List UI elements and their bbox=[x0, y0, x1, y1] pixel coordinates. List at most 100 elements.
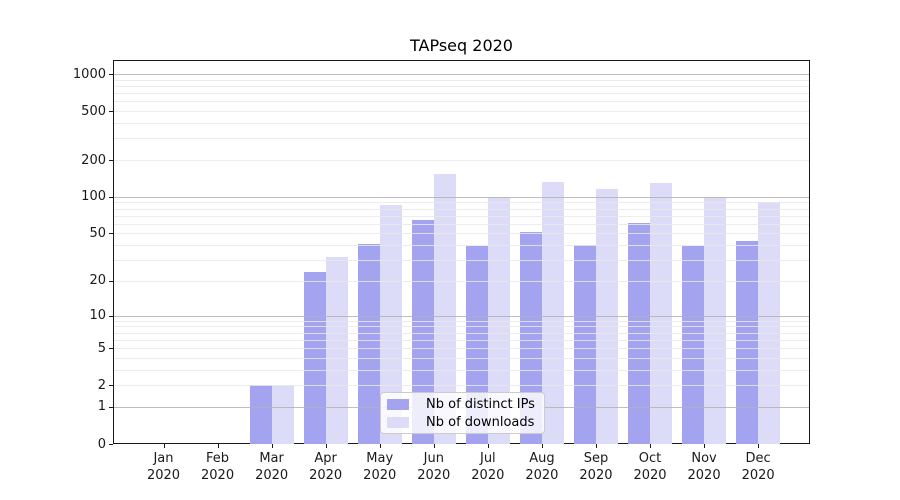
x-tick-label-line: 2020 bbox=[201, 468, 235, 483]
plot-area bbox=[113, 60, 810, 444]
bar-ips-may-2020 bbox=[357, 243, 380, 444]
minor-gridline bbox=[114, 369, 809, 371]
y-tick-label: 50 bbox=[89, 225, 106, 241]
x-tick-label: Jun 2020 bbox=[407, 450, 461, 484]
x-tick-label: Feb 2020 bbox=[191, 450, 245, 484]
x-tick-label-line: 2020 bbox=[417, 468, 451, 483]
x-tick-label-line: 2020 bbox=[255, 468, 289, 483]
legend-swatch-ips bbox=[387, 398, 409, 410]
x-tick-label: Sep 2020 bbox=[569, 450, 623, 484]
x-tick-label: Aug 2020 bbox=[515, 450, 569, 484]
bar-downloads-dec-2020 bbox=[758, 202, 781, 444]
bars-layer bbox=[114, 61, 809, 444]
x-tick-label-line: Jun bbox=[423, 451, 444, 466]
minor-gridline bbox=[114, 339, 809, 341]
minor-gridline bbox=[114, 111, 809, 113]
bar-ips-aug-2020 bbox=[519, 232, 542, 444]
minor-gridline bbox=[114, 357, 809, 359]
x-tick-label-line: Sep bbox=[583, 451, 609, 466]
y-tick-mark bbox=[109, 444, 113, 445]
bar-ips-sep-2020 bbox=[573, 245, 596, 444]
bar-downloads-apr-2020 bbox=[325, 256, 348, 444]
y-tick-label: 5 bbox=[97, 340, 106, 356]
bar-downloads-aug-2020 bbox=[541, 181, 564, 444]
bar-ips-apr-2020 bbox=[303, 271, 326, 444]
x-tick-label-line: Jan bbox=[153, 451, 174, 466]
x-tick-label: Mar 2020 bbox=[245, 450, 299, 484]
legend-item-downloads: Nb of downloads bbox=[387, 415, 544, 430]
y-tick-label: 1000 bbox=[72, 66, 106, 82]
bar-ips-nov-2020 bbox=[682, 246, 705, 444]
y-tick-label: 1 bbox=[97, 399, 106, 415]
y-tick-label: 100 bbox=[81, 189, 106, 205]
x-tick-mark bbox=[704, 444, 706, 448]
x-tick-label-line: 2020 bbox=[741, 468, 775, 483]
x-tick-label: May 2020 bbox=[353, 450, 407, 484]
x-tick-mark bbox=[541, 444, 543, 448]
minor-gridline bbox=[114, 85, 809, 87]
x-tick-label: Apr 2020 bbox=[299, 450, 353, 484]
x-tick-label-line: 2020 bbox=[309, 468, 343, 483]
minor-gridline bbox=[114, 245, 809, 247]
major-gridline bbox=[114, 315, 809, 317]
minor-gridline bbox=[114, 320, 809, 322]
legend-item-ips: Nb of distinct IPs bbox=[387, 397, 544, 412]
x-tick-label-line: 2020 bbox=[525, 468, 559, 483]
minor-gridline bbox=[114, 138, 809, 140]
minor-gridline bbox=[114, 79, 809, 81]
x-tick-label: Jul 2020 bbox=[461, 450, 515, 484]
x-tick-mark bbox=[650, 444, 651, 448]
chart-title: TAPseq 2020 bbox=[410, 36, 513, 55]
minor-gridline bbox=[114, 385, 809, 387]
minor-gridline bbox=[114, 332, 809, 334]
minor-gridline bbox=[114, 160, 809, 162]
minor-gridline bbox=[114, 93, 809, 95]
bar-ips-jun-2020 bbox=[411, 219, 434, 444]
legend: Nb of distinct IPs Nb of downloads bbox=[380, 392, 545, 434]
y-tick-label: 200 bbox=[81, 152, 106, 168]
minor-gridline bbox=[114, 223, 809, 225]
y-tick-label: 0 bbox=[97, 436, 106, 452]
y-tick-label: 10 bbox=[89, 308, 106, 324]
x-tick-mark bbox=[433, 444, 435, 448]
x-tick-label-line: 2020 bbox=[146, 468, 181, 483]
bar-ips-dec-2020 bbox=[736, 241, 759, 444]
minor-gridline bbox=[114, 233, 809, 235]
legend-label-ips: Nb of distinct IPs bbox=[426, 396, 535, 412]
x-tick-label-line: Dec bbox=[745, 451, 771, 466]
x-tick-mark bbox=[217, 444, 219, 448]
x-tick-label-line: 2020 bbox=[687, 468, 721, 483]
legend-swatch-downloads bbox=[387, 416, 409, 428]
bar-downloads-jun-2020 bbox=[433, 173, 456, 444]
x-tick-label-line: Mar bbox=[259, 451, 284, 466]
legend-label-downloads: Nb of downloads bbox=[426, 414, 535, 430]
x-tick-label: Dec 2020 bbox=[731, 450, 785, 484]
y-tick-label: 500 bbox=[81, 103, 106, 119]
x-tick-label-line: Oct bbox=[638, 451, 662, 466]
x-tick-label: Jan 2020 bbox=[137, 450, 191, 484]
bar-downloads-nov-2020 bbox=[704, 196, 727, 444]
minor-gridline bbox=[114, 208, 809, 210]
x-tick-mark bbox=[163, 444, 165, 448]
y-tick-label: 2 bbox=[97, 377, 106, 393]
x-tick-mark bbox=[379, 444, 381, 448]
x-tick-mark bbox=[325, 444, 327, 448]
x-tick-label-line: 2020 bbox=[363, 468, 397, 483]
minor-gridline bbox=[114, 123, 809, 125]
bar-downloads-oct-2020 bbox=[650, 182, 672, 444]
major-gridline bbox=[114, 196, 809, 198]
x-tick-label-line: Nov bbox=[691, 451, 717, 466]
bar-downloads-mar-2020 bbox=[271, 385, 294, 444]
x-tick-label: Oct 2020 bbox=[623, 450, 677, 484]
x-tick-label: Nov 2020 bbox=[677, 450, 731, 484]
minor-gridline bbox=[114, 348, 809, 350]
x-tick-label-line: Apr bbox=[314, 451, 337, 466]
major-gridline bbox=[114, 74, 809, 76]
x-tick-label-line: May bbox=[366, 451, 394, 466]
y-tick-label: 20 bbox=[89, 273, 106, 289]
minor-gridline bbox=[114, 326, 809, 328]
x-tick-mark bbox=[271, 444, 273, 448]
minor-gridline bbox=[114, 215, 809, 217]
x-tick-mark bbox=[758, 444, 760, 448]
